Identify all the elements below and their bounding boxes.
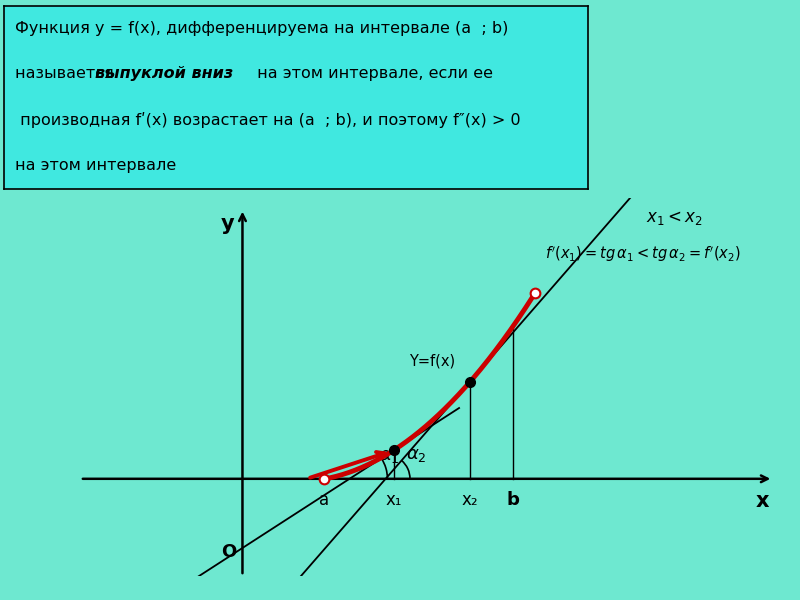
Text: на этом интервале: на этом интервале	[14, 158, 176, 173]
Text: a: a	[318, 491, 329, 509]
Text: x₂: x₂	[462, 491, 478, 509]
Text: производная fʹ(x) возрастает на (a  ; b), и поэтому f″(x) > 0: производная fʹ(x) возрастает на (a ; b),…	[14, 112, 520, 128]
Text: Функция y = f(x), дифференцируема на интервале (a  ; b): Функция y = f(x), дифференцируема на инт…	[14, 20, 508, 35]
Text: x₁: x₁	[386, 491, 402, 509]
Text: $\alpha_2$: $\alpha_2$	[406, 446, 427, 464]
Text: Y=f(x): Y=f(x)	[409, 353, 455, 368]
Text: выпуклой вниз: выпуклой вниз	[94, 67, 233, 82]
Text: x: x	[755, 491, 769, 511]
Text: O: O	[222, 543, 237, 560]
Text: $\mathit{x_1 < x_2}$: $\mathit{x_1 < x_2}$	[646, 209, 702, 227]
Text: y: y	[221, 214, 234, 234]
Text: на этом интервале, если ее: на этом интервале, если ее	[252, 67, 493, 82]
Text: $f'(x_1) = tg\,\alpha_1 < tg\,\alpha_2 = f'(x_2)$: $f'(x_1) = tg\,\alpha_1 < tg\,\alpha_2 =…	[545, 244, 741, 263]
Text: называется: называется	[14, 67, 118, 82]
Text: $\alpha_1$: $\alpha_1$	[379, 448, 400, 466]
Text: b: b	[506, 491, 520, 509]
